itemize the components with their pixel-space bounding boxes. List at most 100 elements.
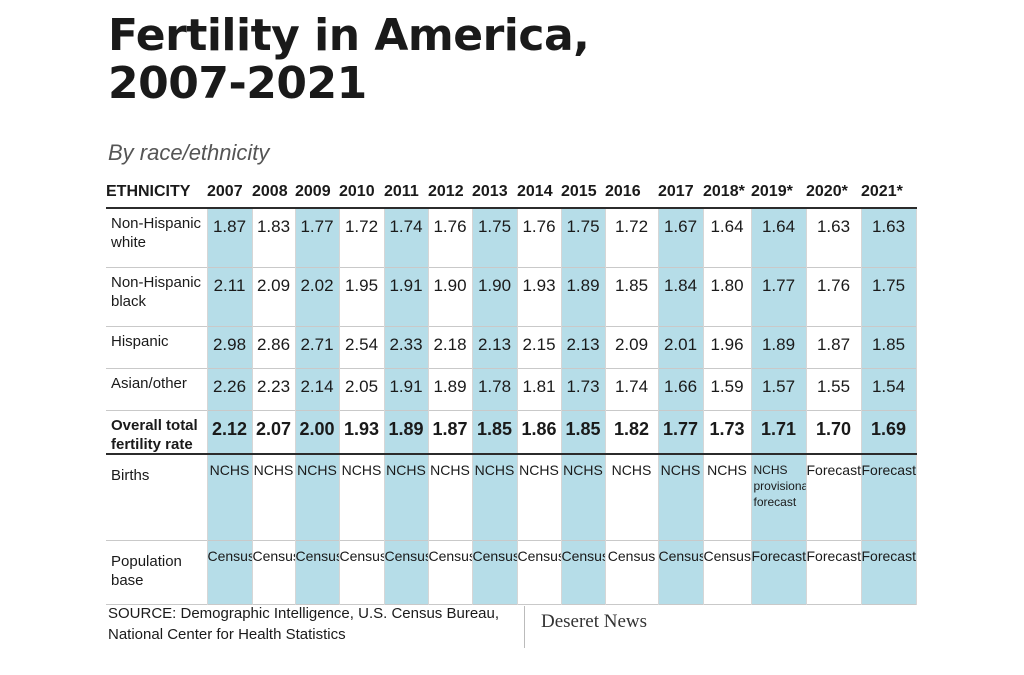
rate-cell: 2.98 — [207, 326, 253, 369]
source-cell: Forecast — [806, 540, 862, 605]
source-cell: NCHS — [428, 454, 473, 541]
rate-cell: 2.33 — [384, 326, 429, 369]
row-label-text: Non-Hispanic black — [111, 268, 206, 311]
rate-cell: 1.54 — [861, 368, 917, 411]
row-label: Hispanic — [106, 326, 208, 369]
source-cell: Census — [252, 540, 296, 605]
header-row: ETHNICITY 2007 2008 2009 2010 2011 2012 2013 201… — [106, 177, 916, 209]
column-header-year: 2012 — [428, 177, 472, 209]
table-row: Non-Hispanic black 2.11 2.09 2.02 1.95 1.91 1.9… — [106, 267, 917, 327]
source-cell: NCHS — [605, 454, 659, 541]
rate-cell: 1.85 — [605, 267, 659, 327]
column-header-ethnicity: ETHNICITY — [106, 177, 207, 209]
rate-cell: 1.66 — [658, 368, 704, 411]
source-cell: Forecast — [861, 454, 917, 541]
source-cell: Census — [295, 540, 340, 605]
row-label-line: Population — [111, 553, 182, 570]
source-cell: NCHS — [295, 454, 340, 541]
source-row-label: Population base — [106, 540, 208, 605]
source-cell: Census — [384, 540, 429, 605]
row-label-text: Overall total fertility rate — [111, 411, 206, 454]
column-header-year: 2009 — [295, 177, 339, 209]
rate-cell: 1.75 — [472, 208, 518, 268]
row-label-line: Non-Hispanic — [111, 274, 202, 291]
rate-cell: 1.72 — [339, 208, 385, 268]
row-label-text: Hispanic — [111, 327, 206, 351]
rate-cell: 1.96 — [703, 326, 752, 369]
source-line: SOURCE: Demographic Intelligence, U.S. C… — [108, 605, 500, 622]
rate-cell: 2.01 — [658, 326, 704, 369]
source-cell: Census — [703, 540, 752, 605]
column-header-year: 2017 — [658, 177, 703, 209]
source-cell: NCHS — [207, 454, 253, 541]
source-cell: NCHS — [339, 454, 385, 541]
rate-cell: 1.76 — [428, 208, 473, 268]
row-label-line: base — [111, 572, 144, 589]
column-header-year: 2010 — [339, 177, 384, 209]
source-cell: NCHS — [472, 454, 518, 541]
source-cell: Census — [658, 540, 704, 605]
rate-cell: 1.83 — [252, 208, 296, 268]
row-label-line: Overall total — [111, 417, 198, 434]
rate-cell: 1.90 — [472, 267, 518, 327]
column-header-year: 2020* — [806, 177, 861, 209]
rate-cell: 1.57 — [751, 368, 807, 411]
rate-cell: 1.64 — [703, 208, 752, 268]
column-header-year: 2008 — [252, 177, 295, 209]
rate-cell: 2.13 — [561, 326, 606, 369]
rate-cell: 1.91 — [384, 368, 429, 411]
rate-cell: 1.90 — [428, 267, 473, 327]
row-label-line: white — [111, 234, 147, 251]
rate-cell: 1.84 — [658, 267, 704, 327]
rate-cell: 1.95 — [339, 267, 385, 327]
rate-cell: 1.67 — [658, 208, 704, 268]
row-label-line: black — [111, 293, 147, 310]
rate-cell: 1.80 — [703, 267, 752, 327]
source-cell: Census — [207, 540, 253, 605]
rate-cell: 1.89 — [561, 267, 606, 327]
source-cell: Census — [472, 540, 518, 605]
source-cell: Census — [517, 540, 562, 605]
column-header-year: 2014 — [517, 177, 561, 209]
source-cell: NCHS — [561, 454, 606, 541]
rate-cell: 1.93 — [517, 267, 562, 327]
row-label-line: Births — [111, 467, 150, 484]
title-line: 2007-2021 — [108, 58, 367, 109]
chart-title: Fertility in America, 2007-2021 — [108, 12, 590, 109]
table-row: Hispanic 2.98 2.86 2.71 2.54 2.33 2.18 2.13 2.15… — [106, 326, 917, 369]
source-cell: NCHS provisional/ forecast — [751, 454, 807, 541]
rate-cell: 2.15 — [517, 326, 562, 369]
row-label-line: fertility rate — [111, 436, 193, 453]
column-header-year: 2021* — [861, 177, 916, 209]
rate-cell: 1.78 — [472, 368, 518, 411]
data-source-table: Births NCHS NCHS NCHS NCHS NCHS NCHS NCHS NCHS NC… — [106, 453, 917, 605]
row-label-line: Asian/other — [111, 375, 187, 392]
rate-cell: 1.55 — [806, 368, 862, 411]
source-cell: NCHS — [703, 454, 752, 541]
rate-cell: 1.74 — [605, 368, 659, 411]
row-label-line: Hispanic — [111, 333, 169, 350]
rate-cell: 2.09 — [252, 267, 296, 327]
row-label-line: Non-Hispanic — [111, 215, 202, 232]
source-row-label: Births — [106, 454, 208, 541]
rate-cell: 1.87 — [806, 326, 862, 369]
source-row: Births NCHS NCHS NCHS NCHS NCHS NCHS NCHS NCHS NC… — [106, 454, 917, 541]
row-label-text: Population base — [111, 547, 206, 590]
fertility-rate-table: ETHNICITY 2007 2008 2009 2010 2011 2012 2013 201… — [106, 177, 917, 472]
rate-cell: 2.18 — [428, 326, 473, 369]
source-cell: NCHS — [252, 454, 296, 541]
source-cell: NCHS — [517, 454, 562, 541]
rate-cell: 1.89 — [428, 368, 473, 411]
rate-cell: 2.86 — [252, 326, 296, 369]
column-header-year: 2016 — [605, 177, 658, 209]
source-row: PopulationbaseCensusCensusCensusCensusCe… — [106, 540, 917, 605]
source-cell: NCHS — [384, 454, 429, 541]
source-cell: NCHS — [658, 454, 704, 541]
rate-cell: 1.85 — [861, 326, 917, 369]
rate-cell: 1.87 — [207, 208, 253, 268]
column-header-year: 2019* — [751, 177, 806, 209]
rate-cell: 1.63 — [861, 208, 917, 268]
column-header-year: 2011 — [384, 177, 428, 209]
rate-cell: 2.02 — [295, 267, 340, 327]
rate-cell: 1.75 — [561, 208, 606, 268]
